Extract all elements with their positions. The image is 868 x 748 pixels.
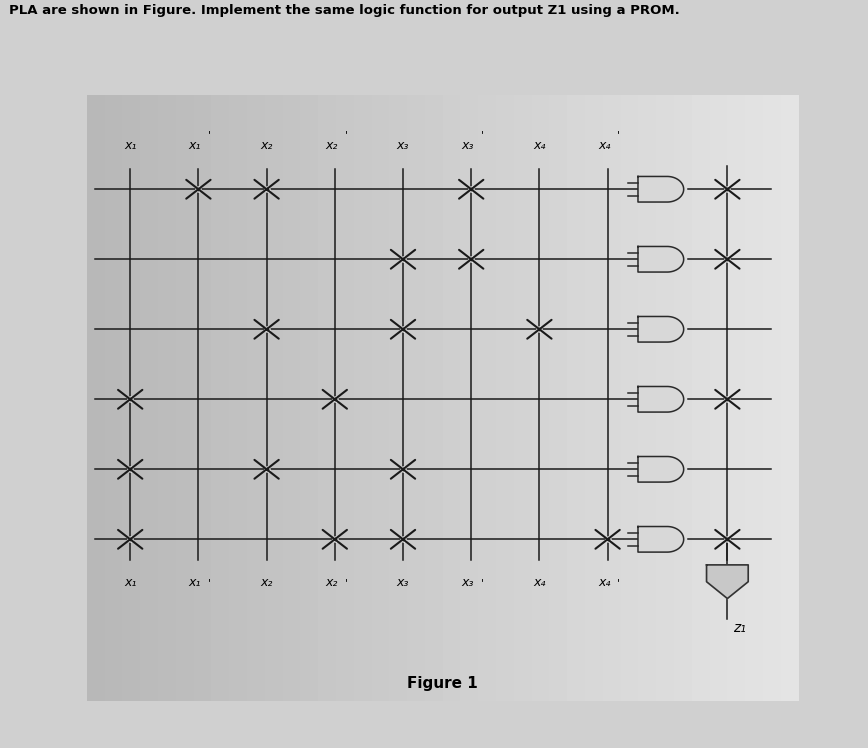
Text: ': ': [481, 130, 484, 140]
Bar: [425, 95, 443, 701]
Text: x₂: x₂: [260, 139, 273, 153]
Bar: [638, 527, 667, 552]
Text: x₁: x₁: [188, 576, 201, 589]
Bar: [158, 95, 175, 701]
Text: x₁: x₁: [188, 139, 201, 153]
Text: ': ': [345, 577, 348, 588]
Text: Figure 1: Figure 1: [407, 675, 478, 691]
Text: ': ': [481, 577, 484, 588]
Bar: [212, 95, 229, 701]
Bar: [87, 95, 799, 701]
Bar: [638, 316, 667, 342]
Text: ': ': [208, 130, 211, 140]
Text: x₃: x₃: [397, 139, 409, 153]
Text: ': ': [617, 130, 621, 140]
Bar: [443, 95, 460, 701]
Text: x₄: x₄: [533, 576, 546, 589]
Text: x₄: x₄: [598, 139, 610, 153]
Text: ': ': [208, 577, 211, 588]
Polygon shape: [667, 387, 684, 412]
Bar: [354, 95, 372, 701]
Bar: [389, 95, 407, 701]
Bar: [745, 95, 763, 701]
Bar: [638, 95, 656, 701]
Polygon shape: [707, 565, 748, 598]
Bar: [461, 95, 478, 701]
Text: PLA are shown in Figure. Implement the same logic function for output Z1 using a: PLA are shown in Figure. Implement the s…: [9, 4, 680, 16]
Text: x₁: x₁: [124, 139, 136, 153]
Bar: [656, 95, 674, 701]
Bar: [638, 247, 667, 272]
Bar: [300, 95, 318, 701]
Bar: [514, 95, 532, 701]
Bar: [372, 95, 389, 701]
Text: x₂: x₂: [260, 576, 273, 589]
Bar: [175, 95, 194, 701]
Bar: [247, 95, 265, 701]
Text: ': ': [617, 577, 621, 588]
Bar: [638, 177, 667, 202]
Bar: [549, 95, 568, 701]
Polygon shape: [667, 527, 684, 552]
Polygon shape: [667, 177, 684, 202]
Bar: [496, 95, 514, 701]
Bar: [727, 95, 745, 701]
Polygon shape: [667, 246, 684, 272]
Bar: [638, 387, 667, 412]
Bar: [763, 95, 781, 701]
Bar: [781, 95, 799, 701]
Bar: [638, 456, 667, 482]
Bar: [105, 95, 122, 701]
Bar: [602, 95, 621, 701]
Bar: [265, 95, 283, 701]
Polygon shape: [667, 456, 684, 482]
Text: x₃: x₃: [462, 576, 474, 589]
Bar: [229, 95, 247, 701]
Bar: [621, 95, 638, 701]
Text: x₃: x₃: [462, 139, 474, 153]
Bar: [87, 95, 105, 701]
Bar: [568, 95, 585, 701]
Bar: [336, 95, 354, 701]
Text: x₂: x₂: [326, 139, 338, 153]
Text: z₁: z₁: [733, 621, 746, 635]
Bar: [478, 95, 496, 701]
Bar: [585, 95, 602, 701]
Polygon shape: [667, 316, 684, 342]
Text: ': ': [345, 130, 348, 140]
Bar: [122, 95, 141, 701]
Text: x₁: x₁: [124, 576, 136, 589]
Text: x₄: x₄: [598, 576, 610, 589]
Bar: [194, 95, 212, 701]
Bar: [283, 95, 300, 701]
Bar: [319, 95, 336, 701]
Bar: [141, 95, 158, 701]
Text: x₂: x₂: [326, 576, 338, 589]
Text: x₄: x₄: [533, 139, 546, 153]
Bar: [674, 95, 692, 701]
Bar: [692, 95, 710, 701]
Bar: [531, 95, 549, 701]
Bar: [407, 95, 424, 701]
Text: x₃: x₃: [397, 576, 409, 589]
Bar: [710, 95, 727, 701]
